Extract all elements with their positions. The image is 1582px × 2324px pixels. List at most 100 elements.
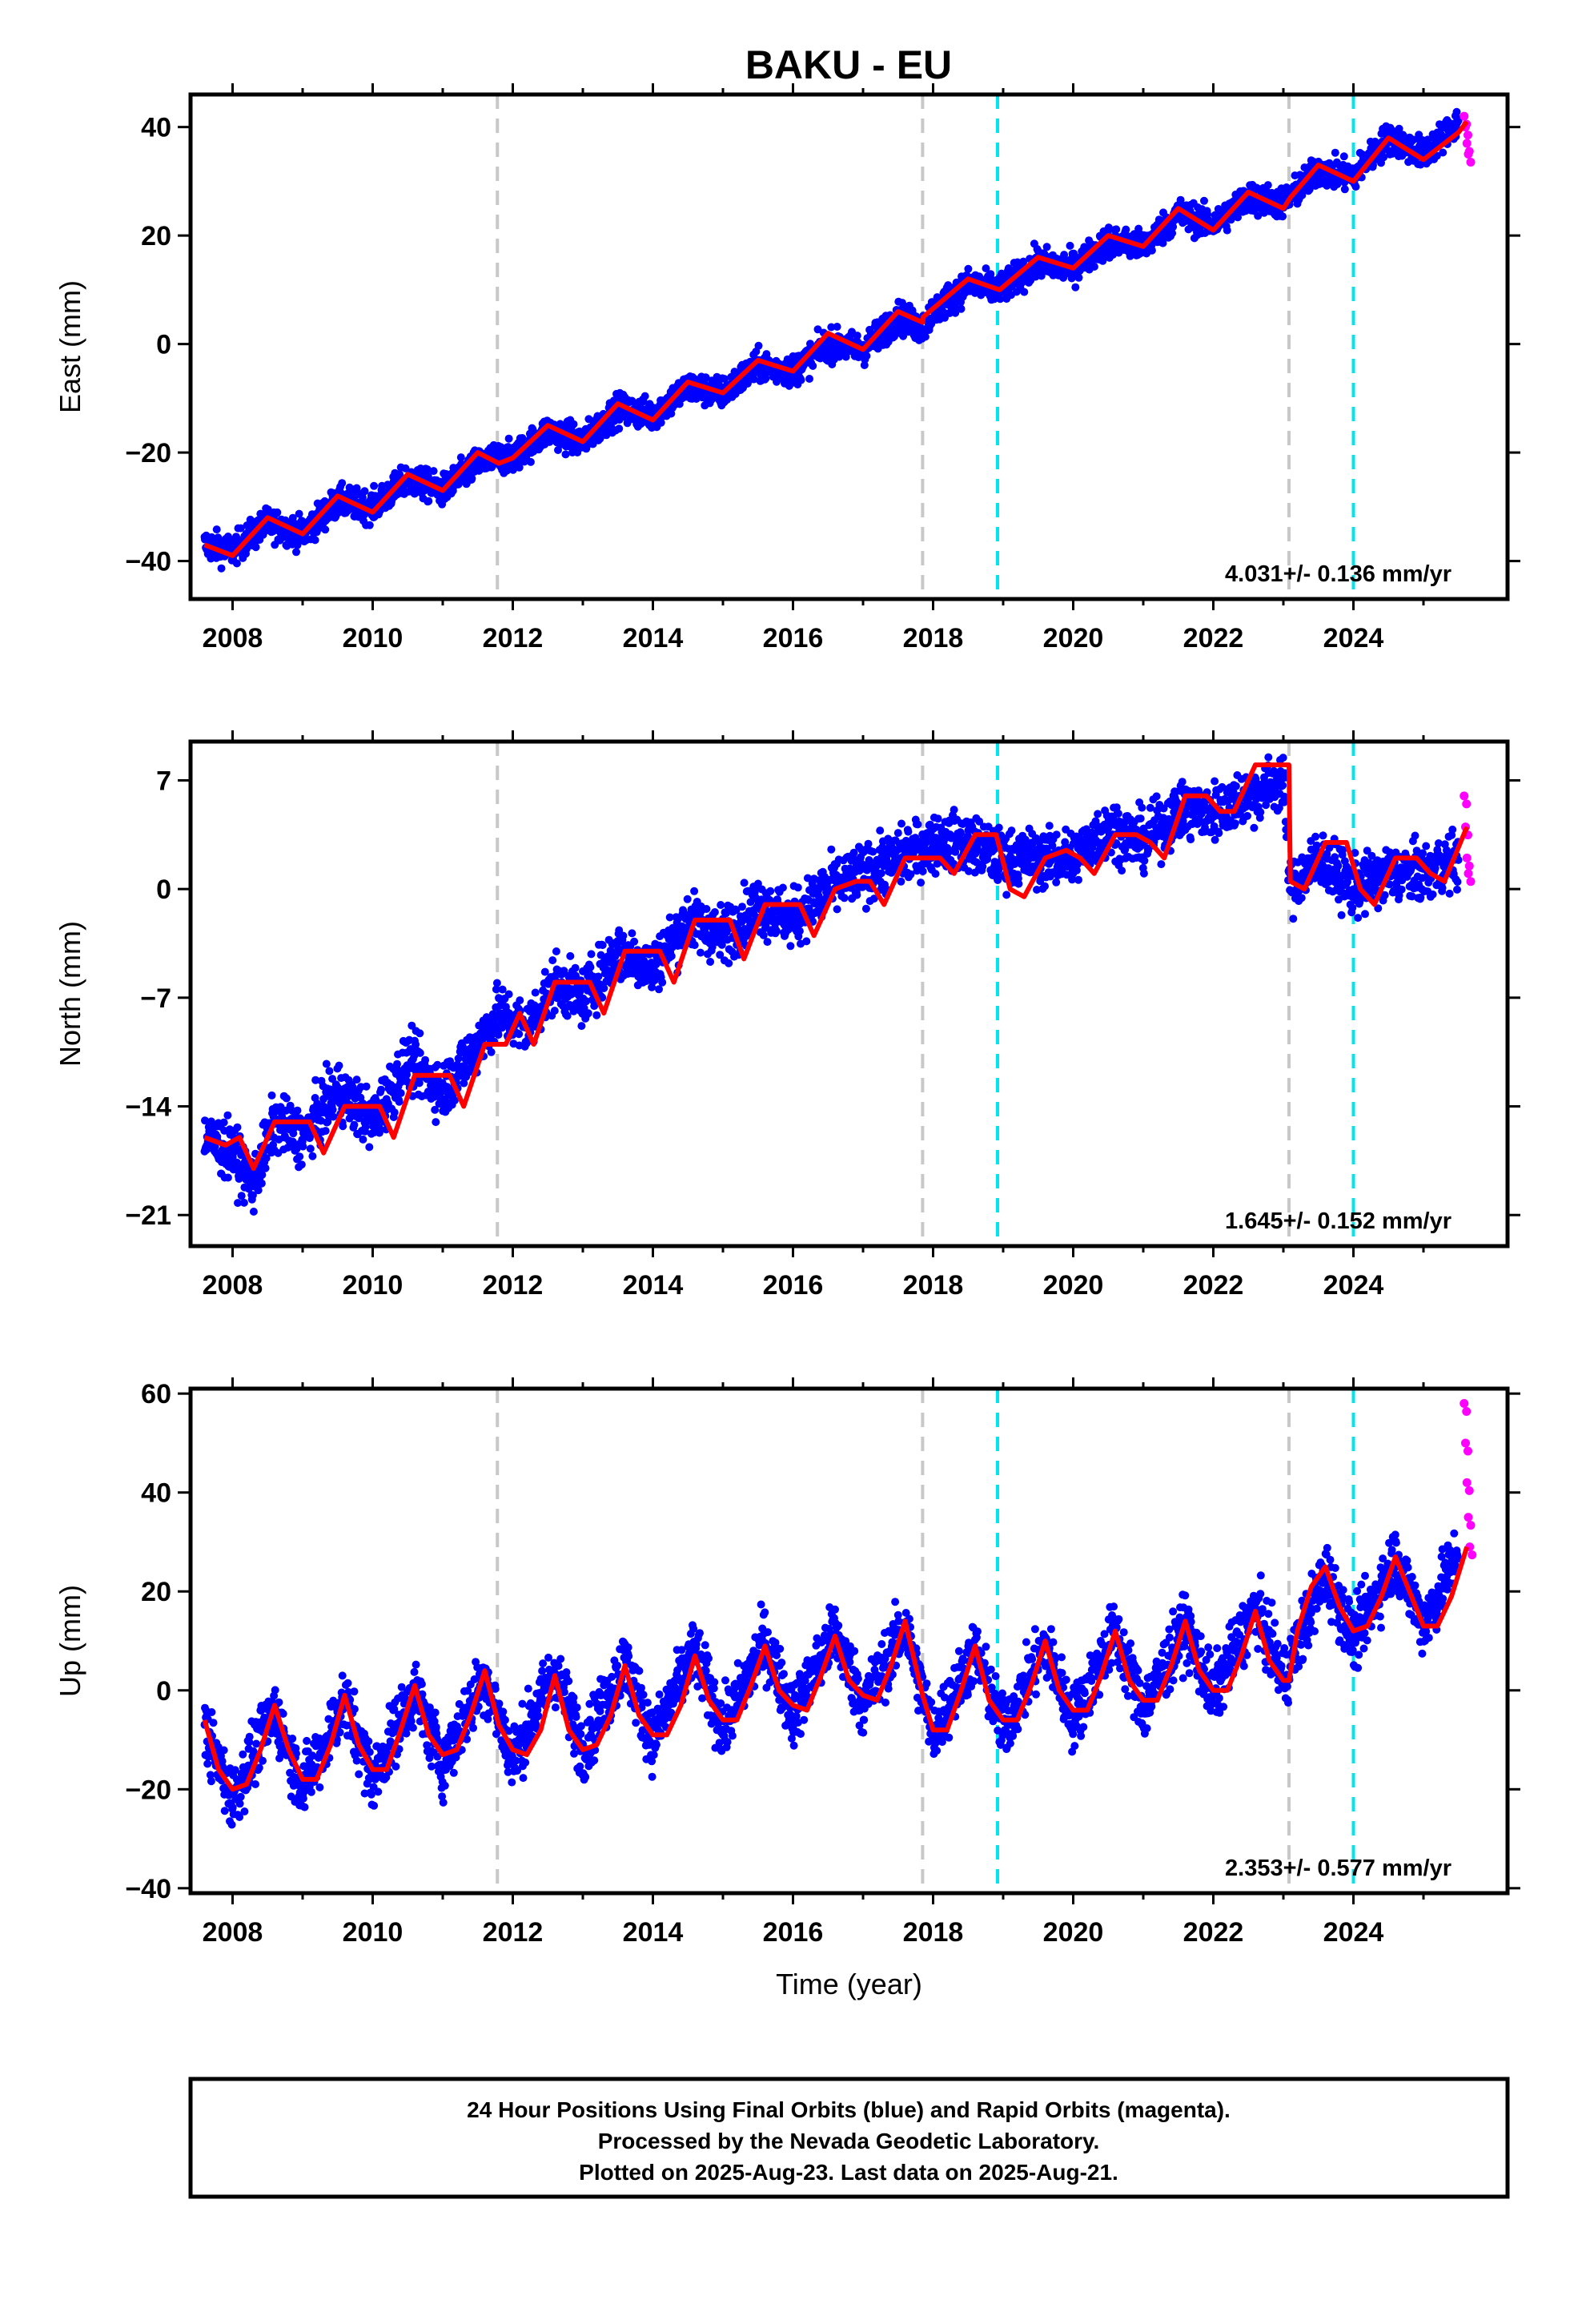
final-orbit-point [1004,264,1013,272]
final-orbit-point [570,1006,579,1015]
final-orbit-point [996,295,1005,304]
final-orbit-point [424,497,433,505]
final-orbit-point [515,1030,524,1039]
final-orbit-point [362,1082,371,1091]
final-orbit-point [1158,239,1167,247]
final-orbit-point [429,467,438,476]
final-orbit-point [630,937,639,946]
east-panel: 2008 2010 2012 2014 2016 2018 2020 2022 20244020… [54,83,1520,653]
final-orbit-point [234,1199,242,1208]
final-orbit-point [957,304,966,313]
final-orbit-point [325,1067,334,1076]
final-orbit-point [761,374,770,383]
final-orbit-point [492,979,501,987]
final-orbit-point [1379,153,1388,162]
final-orbit-point [950,806,958,814]
final-orbit-point [615,424,624,433]
final-orbit-point [251,543,260,552]
rapid-orbit-point [1460,111,1469,121]
final-orbit-point [516,996,524,1005]
final-orbit-point [415,1079,424,1088]
final-orbit-point [762,350,771,359]
final-orbit-point [683,895,692,903]
x-tick-label: 2012 [483,623,544,653]
final-orbit-point [702,905,711,913]
final-orbit-point [323,1117,332,1126]
final-orbit-point [561,450,570,459]
final-orbit-point [540,967,549,976]
final-orbit-point [408,1021,416,1030]
final-orbit-point [370,481,379,490]
final-orbit-point [223,1111,232,1120]
final-orbit-point [273,508,282,517]
final-orbit-point [1223,226,1231,235]
final-orbit-point [295,1152,304,1161]
final-orbit-point [306,1132,315,1140]
final-orbit-point [233,1123,242,1132]
final-orbit-point [738,903,746,911]
final-orbit-point [658,978,667,987]
final-orbit-point [619,931,628,940]
final-orbit-point [665,913,674,922]
final-orbit-point [311,536,319,545]
final-orbit-point [786,942,795,951]
final-orbit-point [876,826,885,835]
final-orbit-point [934,814,942,823]
final-orbit-point [416,1029,424,1038]
final-orbit-point [396,1089,405,1097]
y-tick-label: −20 [125,438,171,468]
final-orbit-point [1042,243,1051,251]
final-orbit-point [897,877,905,886]
final-orbit-point [350,1120,359,1129]
final-orbit-point [416,1048,424,1057]
y-tick-label: −40 [125,547,171,577]
plot-frame [188,92,1510,601]
final-orbit-point [321,525,330,534]
final-orbit-point [306,1144,315,1153]
final-orbit-point [720,375,729,384]
final-orbit-point [1452,107,1461,116]
final-orbit-point [1090,263,1098,271]
final-orbit-point [487,1047,496,1056]
x-tick-label: 2014 [623,623,684,653]
final-orbit-point [569,420,578,428]
final-orbit-point [566,951,575,960]
plot-area [200,742,1476,1246]
final-orbit-point [395,1097,404,1106]
final-orbit-point [365,1143,374,1152]
plot-area [200,94,1476,599]
final-orbit-point [352,1076,361,1084]
y-tick-label: 20 [141,221,171,251]
final-orbit-point [390,1108,399,1117]
final-orbit-point [359,1135,367,1144]
final-orbit-point [584,1009,592,1018]
final-orbit-point [913,820,922,829]
final-orbit-point [254,1186,263,1195]
final-orbit-point [717,901,725,909]
final-orbit-point [504,990,513,999]
final-orbit-point [586,963,595,971]
final-orbit-point [504,434,513,443]
final-orbit-point [1098,256,1107,265]
final-orbit-point [328,1075,337,1084]
final-orbit-point [797,376,805,384]
final-orbit-point [494,1031,503,1039]
final-orbit-point [795,927,804,935]
final-orbit-point [500,1021,508,1030]
final-orbit-point [460,1079,468,1088]
final-orbit-point [1254,211,1263,220]
final-orbit-point [468,474,476,483]
final-orbit-point [1066,241,1074,250]
final-orbit-point [219,1118,228,1127]
final-orbit-point [1234,213,1242,222]
final-orbit-point [393,1059,401,1068]
final-orbit-point [515,463,524,472]
x-tick-label: 2008 [203,623,263,653]
final-orbit-point [849,848,858,857]
final-orbit-point [803,874,812,883]
y-tick-label: 40 [141,113,171,143]
final-orbit-point [295,509,303,518]
final-orbit-point [951,308,960,317]
x-tick-label: 2024 [1323,623,1384,653]
